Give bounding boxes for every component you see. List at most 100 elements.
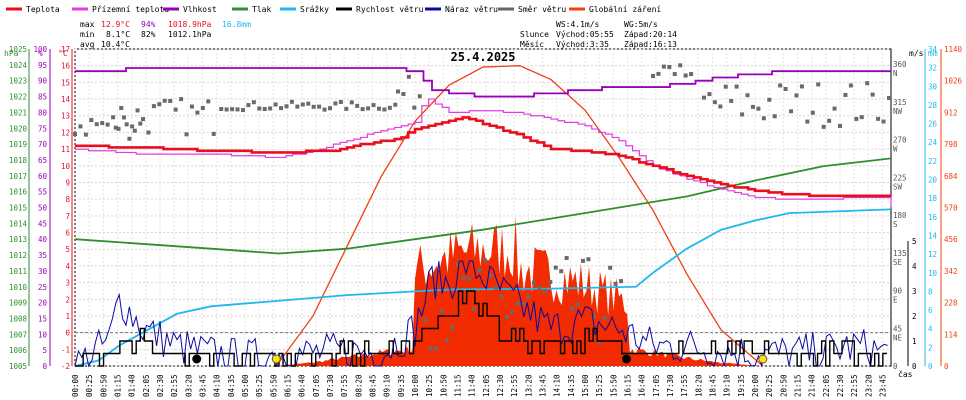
wind-direction-dot bbox=[162, 98, 167, 103]
wind-direction-dot bbox=[466, 276, 471, 281]
wind-direction-dot bbox=[306, 101, 311, 106]
wind-speed-line bbox=[75, 290, 887, 367]
wind-direction-dot bbox=[597, 339, 602, 344]
mm-tick: 12 bbox=[928, 250, 937, 259]
wind-direction-dot bbox=[376, 106, 381, 111]
pct-axis-title: % bbox=[38, 49, 43, 58]
wind-direction-dot bbox=[678, 63, 683, 68]
time-tick: 11:40 bbox=[468, 374, 477, 397]
direction-tick: 135 bbox=[893, 249, 907, 258]
mm-tick: 2 bbox=[928, 343, 933, 352]
radiation-tick: 342 bbox=[944, 267, 958, 276]
wind-direction-dot bbox=[805, 119, 810, 124]
wind-direction-dot bbox=[439, 309, 444, 314]
time-tick: 07:30 bbox=[326, 374, 335, 397]
time-tick: 17:05 bbox=[652, 374, 661, 397]
wind-direction-dot bbox=[206, 99, 211, 104]
wind-direction-dot bbox=[537, 285, 542, 290]
wind-direction-dot bbox=[328, 106, 332, 111]
time-tick: 21:15 bbox=[794, 374, 803, 397]
wind-direction-dot bbox=[821, 124, 826, 129]
time-tick: 22:30 bbox=[836, 374, 845, 397]
wind-direction-dot bbox=[371, 103, 376, 108]
time-tick: 01:15 bbox=[114, 374, 123, 397]
time-tick: 15:00 bbox=[581, 374, 590, 397]
mm-tick: 28 bbox=[928, 101, 938, 110]
time-tick: 15:50 bbox=[609, 374, 618, 397]
legend-label-1: Přízemní teplota bbox=[92, 5, 169, 14]
degc-tick: 10 bbox=[61, 162, 71, 171]
time-tick: 17:55 bbox=[680, 374, 689, 397]
wind-direction-dot bbox=[251, 100, 256, 105]
direction-tick: 180 bbox=[893, 211, 907, 220]
time-tick: 22:55 bbox=[850, 374, 859, 397]
wind-direction-dot bbox=[504, 315, 509, 320]
ms-tick: 4 bbox=[912, 262, 917, 271]
wind-direction-dot bbox=[401, 92, 406, 97]
pct-tick: 30 bbox=[38, 267, 48, 276]
mm-tick: 6 bbox=[928, 306, 933, 315]
wind-direction-dot bbox=[756, 106, 761, 111]
wind-direction-dot bbox=[832, 106, 837, 111]
wind-direction-dot bbox=[240, 108, 245, 113]
wind-direction-dot bbox=[235, 107, 240, 112]
degc-tick: -1 bbox=[61, 345, 70, 354]
wind-direction-dot bbox=[854, 116, 859, 121]
wind-gust-info: WG:5m/s bbox=[624, 20, 658, 29]
degc-tick: 16 bbox=[61, 62, 71, 71]
time-tick: 04:10 bbox=[213, 374, 222, 397]
stat-max_label: max bbox=[80, 20, 95, 29]
wind-direction-dot bbox=[94, 122, 99, 127]
wind-direction-dot bbox=[157, 102, 162, 107]
wind-direction-dot bbox=[772, 114, 777, 119]
direction-tick: 90 bbox=[893, 287, 903, 296]
time-tick: 19:35 bbox=[737, 374, 746, 397]
wind-direction-dot bbox=[876, 116, 881, 121]
hpa-tick: 1021 bbox=[9, 108, 27, 117]
hpa-tick: 1025 bbox=[9, 45, 27, 54]
wind-direction-dot bbox=[179, 97, 184, 102]
time-tick: 15:25 bbox=[595, 374, 604, 397]
direction-tick: E bbox=[893, 296, 898, 305]
time-tick: 22:05 bbox=[822, 374, 831, 397]
wind-direction-dot bbox=[608, 265, 613, 270]
direction-tick: NE bbox=[893, 333, 903, 342]
wind-direction-dot bbox=[135, 108, 140, 113]
time-tick: 23:45 bbox=[879, 374, 888, 397]
wind-direction-dot bbox=[661, 64, 666, 69]
wind-direction-dot bbox=[515, 301, 520, 306]
wind-direction-dot bbox=[799, 84, 804, 89]
mm-tick: 30 bbox=[928, 82, 938, 91]
wind-direction-dot bbox=[168, 98, 173, 103]
wind-direction-dot bbox=[712, 100, 717, 105]
pct-tick: 90 bbox=[38, 77, 48, 86]
radiation-tick: 0 bbox=[944, 362, 949, 371]
wind-direction-dot bbox=[477, 268, 482, 273]
wind-direction-dot bbox=[387, 105, 392, 110]
wind-direction-dot bbox=[580, 258, 585, 263]
time-tick: 16:40 bbox=[638, 374, 647, 397]
ms-axis-title: m/s bbox=[909, 49, 924, 58]
wind-direction-dot bbox=[268, 106, 273, 111]
ms-tick: 2 bbox=[912, 312, 917, 321]
time-tick: 01:40 bbox=[128, 374, 137, 397]
wind-direction-dot bbox=[428, 346, 433, 351]
direction-tick: 0 bbox=[893, 362, 898, 371]
mm-tick: 34 bbox=[928, 45, 938, 54]
wind-direction-dot bbox=[262, 107, 267, 112]
time-tick: 08:20 bbox=[354, 374, 363, 397]
wind-direction-dot bbox=[333, 101, 338, 106]
direction-tick: 225 bbox=[893, 173, 907, 182]
sunset-time: Západ:20:14 bbox=[624, 30, 677, 39]
wind-direction-dot bbox=[564, 256, 569, 261]
hpa-tick: 1008 bbox=[9, 314, 28, 323]
time-tick: 19:10 bbox=[723, 374, 732, 397]
pct-tick: 60 bbox=[38, 172, 48, 181]
wind-direction-dot bbox=[570, 306, 575, 311]
wind-direction-dot bbox=[838, 123, 842, 128]
wind-direction-dot bbox=[761, 116, 766, 121]
wind-direction-dot bbox=[886, 96, 891, 101]
pct-tick: 5 bbox=[42, 346, 47, 355]
hpa-tick: 1019 bbox=[9, 140, 27, 149]
wind-direction-dot bbox=[200, 105, 205, 110]
